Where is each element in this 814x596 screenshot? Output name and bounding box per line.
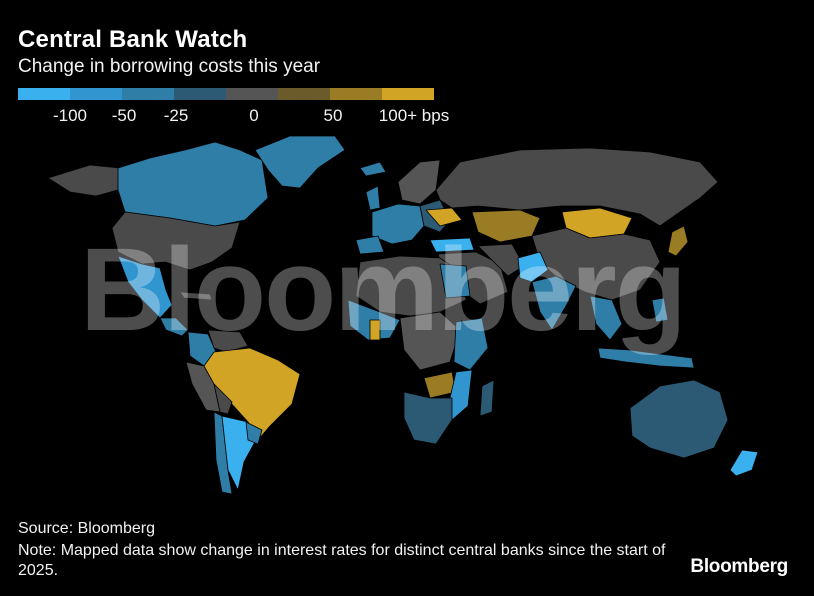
legend-label: -25 [163,106,189,125]
uk-region [365,185,381,211]
australia-region [629,379,729,459]
bolivia-region [213,383,233,415]
russia-region [435,147,719,227]
southern-africa-region [403,391,453,445]
brand-logo: Bloomberg [690,556,788,577]
usa-region [111,211,241,271]
legend-swatch [330,88,382,100]
legend-swatch [278,88,330,100]
mozambique-region [449,369,473,421]
legend-swatch [174,88,226,100]
iceland-region [359,161,387,177]
legend-label: 50 [323,106,343,125]
india-region [531,275,577,331]
legend-label: -100 [52,106,88,125]
legend-label: -50 [111,106,137,125]
canada-region [117,141,269,227]
iran-region [477,243,525,277]
legend-swatch [382,88,434,100]
paraguay-region [245,421,263,445]
central-america-region [159,317,189,337]
cuba-region [179,291,213,301]
north-africa-region [355,255,467,317]
chart-title: Central Bank Watch [18,26,248,53]
legend-swatch [226,88,278,100]
legend-label: 100+ bps [378,106,450,125]
japan-region [667,225,689,257]
madagascar-region [479,379,495,417]
greenland-region [254,135,346,189]
brazil-region [203,347,301,441]
source-note: Source: Bloomberg [18,520,155,537]
east-africa-region [453,317,489,371]
new-zealand-region [729,449,759,477]
watermark-logo: Bloomberg [80,224,687,356]
pakistan-region [517,251,549,283]
ghana-region [369,319,381,341]
venezuela-region [207,329,249,353]
alaska-region [47,164,121,197]
legend-swatch [70,88,122,100]
world-map [47,135,759,495]
footnote: Note: Mapped data show change in interes… [18,542,666,579]
indonesia-region [597,347,695,369]
mexico-region [117,255,173,319]
legend-swatch [122,88,174,100]
legend-label: 0 [249,106,259,125]
chart-subtitle: Change in borrowing costs this year [18,56,321,77]
central-africa-region [399,311,461,371]
spain-region [355,235,385,255]
color-legend [18,88,434,100]
legend-swatch [18,88,70,100]
turkey-region [429,237,475,253]
scandinavia-region [397,159,441,205]
ukraine-region [425,207,463,227]
southeast-asia-region [589,295,623,341]
egypt-region [439,263,471,299]
philippines-region [651,297,669,323]
